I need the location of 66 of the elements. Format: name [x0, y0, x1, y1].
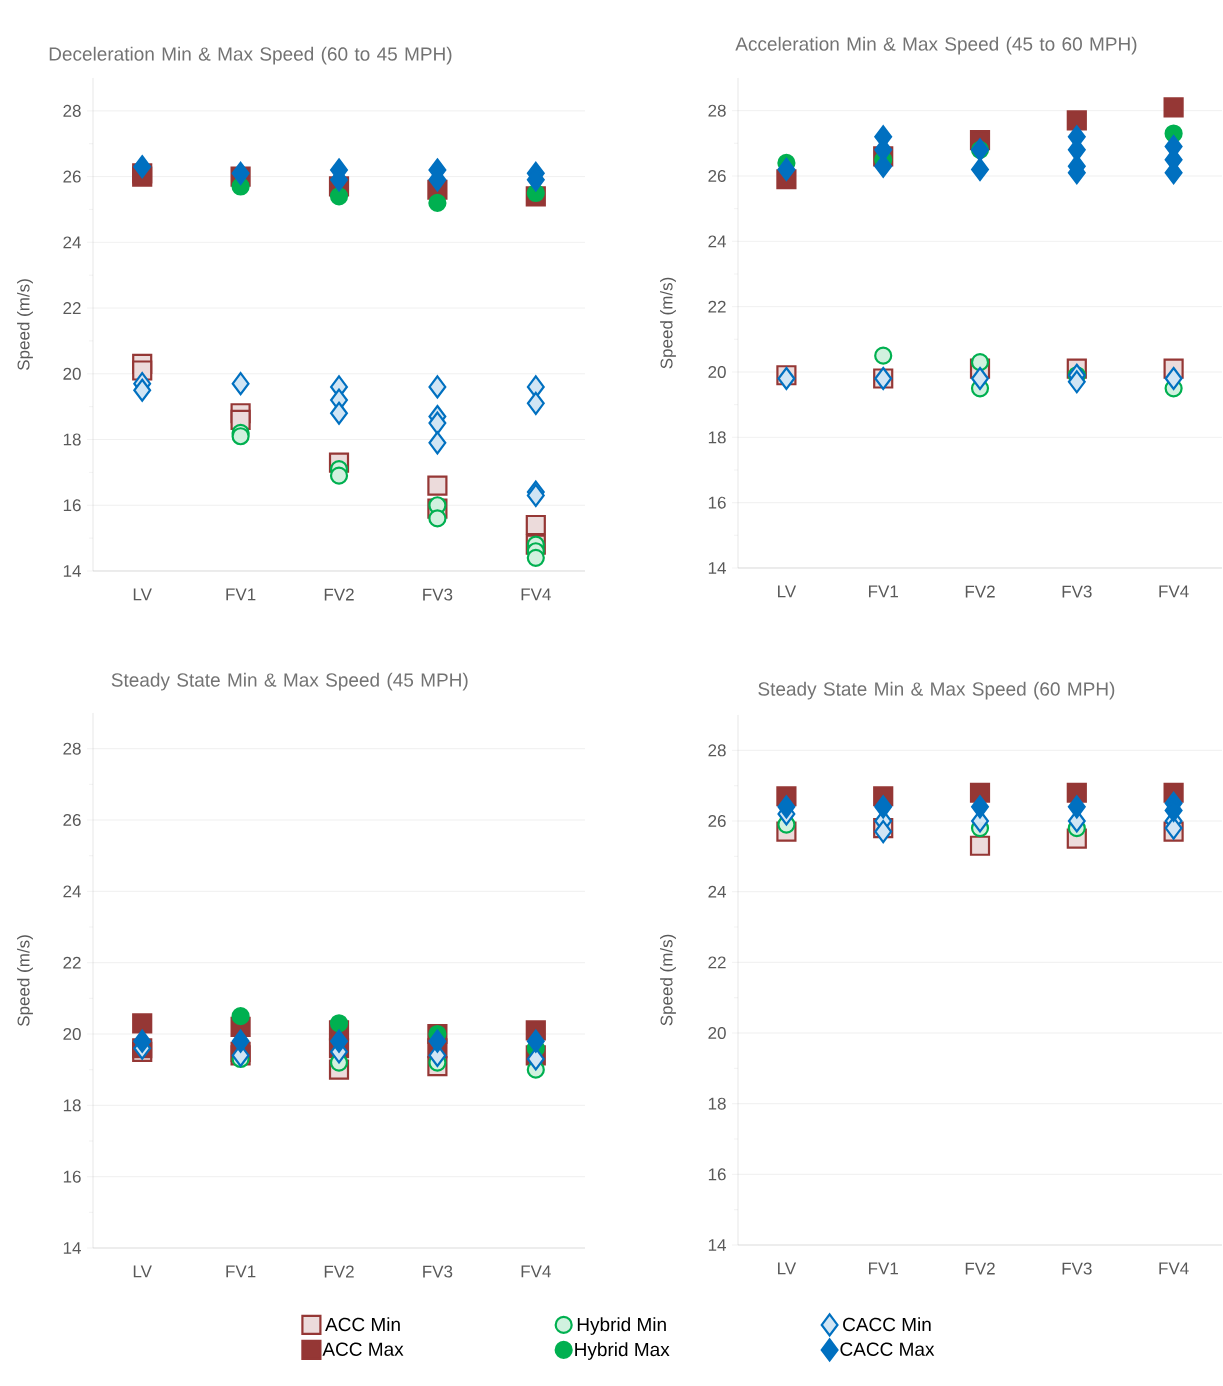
y-tick-label: 16 [708, 1168, 726, 1181]
x-tick-label: FV4 [521, 588, 551, 601]
chart-title: Acceleration Min & Max Speed (45 to 60 MPH) [735, 36, 1137, 55]
y-tick-label: 26 [708, 814, 726, 828]
y-tick-label: 28 [708, 104, 726, 117]
y-tick-label: 20 [63, 1027, 81, 1041]
legend-label: ACC Min [325, 1317, 400, 1332]
y-axis-title: Speed (m/s) [17, 935, 33, 1027]
y-tick-label: 24 [63, 236, 81, 249]
x-tick-label: FV2 [965, 1262, 995, 1275]
y-tick-label: 28 [63, 104, 81, 117]
x-tick-label: FV2 [965, 585, 995, 598]
x-tick-label: LV [133, 588, 152, 601]
y-tick-label: 22 [708, 300, 726, 313]
x-tick-label: FV1 [869, 1262, 898, 1275]
x-tick-label: LV [778, 1262, 797, 1275]
x-tick-label: FV1 [226, 588, 256, 601]
x-tick-label: FV3 [423, 1265, 453, 1278]
y-tick-label: 28 [708, 744, 726, 757]
y-tick-label: 16 [63, 1170, 81, 1183]
chart-title: Deceleration Min & Max Speed (60 to 45 MPH) [49, 46, 452, 65]
y-tick-label: 22 [63, 956, 81, 969]
legend-label: Hybrid Min [577, 1317, 666, 1335]
y-tick-label: 24 [63, 885, 81, 898]
x-tick-label: LV [133, 1265, 152, 1278]
y-tick-label: 22 [63, 302, 81, 314]
y-tick-label: 26 [63, 170, 81, 183]
x-tick-label: FV4 [1159, 585, 1189, 598]
chart-title: Steady State Min & Max Speed (60 MPH) [758, 681, 1115, 700]
y-tick-label: 14 [708, 1239, 726, 1251]
y-tick-label: 22 [708, 956, 726, 969]
x-tick-label: FV2 [324, 1265, 354, 1278]
y-tick-label: 14 [63, 1242, 81, 1254]
x-tick-label: FV2 [324, 588, 354, 601]
y-tick-label: 20 [708, 365, 726, 379]
y-tick-label: 14 [63, 565, 81, 577]
legend-label: ACC Max [322, 1342, 404, 1356]
y-axis-title: Speed (m/s) [17, 279, 33, 371]
y-axis-title: Speed (m/s) [660, 277, 676, 369]
x-tick-label: FV4 [521, 1265, 551, 1278]
x-tick-label: FV1 [869, 585, 898, 598]
legend-label: Hybrid Max [575, 1342, 670, 1360]
legend-label: CACC Min [843, 1317, 931, 1332]
x-tick-label: FV3 [1062, 585, 1092, 598]
x-tick-label: FV3 [1062, 1262, 1092, 1275]
y-tick-label: 18 [63, 433, 81, 446]
y-tick-label: 20 [708, 1026, 726, 1040]
chart-title: Steady State Min & Max Speed (45 MPH) [111, 672, 468, 691]
y-tick-label: 24 [708, 885, 726, 898]
y-tick-label: 26 [708, 169, 726, 183]
y-tick-label: 24 [708, 235, 726, 248]
x-tick-label: FV1 [226, 1265, 256, 1278]
y-tick-label: 28 [63, 742, 81, 755]
y-tick-label: 18 [708, 431, 726, 444]
y-tick-label: 16 [63, 499, 81, 512]
y-tick-label: 18 [708, 1097, 726, 1110]
x-tick-label: FV3 [423, 588, 453, 601]
y-axis-title: Speed (m/s) [660, 934, 676, 1026]
y-tick-label: 14 [708, 562, 726, 574]
x-tick-label: FV4 [1159, 1262, 1189, 1275]
legend-label: CACC Max [840, 1342, 935, 1356]
y-tick-label: 18 [63, 1099, 81, 1112]
y-tick-label: 20 [63, 367, 81, 380]
y-tick-label: 26 [63, 813, 81, 827]
y-tick-label: 16 [708, 496, 726, 509]
x-tick-label: LV [778, 585, 797, 598]
